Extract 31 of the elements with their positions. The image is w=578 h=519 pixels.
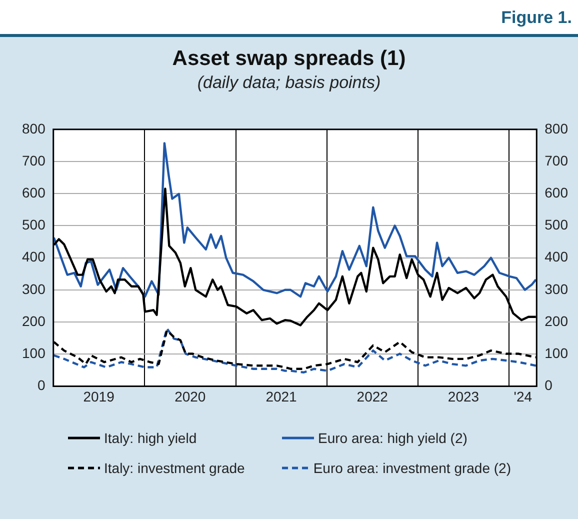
y-tick-label: 0 (38, 377, 46, 394)
x-tick-label: 2020 (174, 388, 206, 404)
y2-tick-label: 300 (544, 280, 568, 297)
x-tick-label: 2019 (83, 388, 115, 404)
y2-tick-label: 400 (544, 248, 568, 265)
legend-label: Euro area: investment grade (2) (313, 460, 511, 476)
y2-tick-label: 600 (544, 184, 568, 200)
y-tick-label: 100 (22, 344, 46, 361)
y-tick-label: 600 (22, 184, 46, 200)
x-tick-label: 2022 (356, 388, 388, 404)
x-tick-label: 2021 (266, 388, 298, 404)
y2-tick-label: 0 (544, 377, 553, 394)
legend-label: Euro area: high yield (2) (318, 430, 468, 446)
x-tick-label: 2023 (448, 388, 480, 404)
y-tick-label: 200 (22, 312, 46, 329)
y2-tick-label: 700 (544, 152, 568, 168)
y-tick-label: 700 (22, 152, 46, 168)
y2-tick-label: 500 (544, 216, 568, 233)
x-tick-label: '24 (514, 388, 532, 404)
y2-tick-label: 100 (544, 344, 568, 361)
y-tick-label: 500 (22, 216, 46, 233)
legend-label: Italy: investment grade (104, 460, 245, 476)
chart-subtitle: (daily data; basis points) (196, 73, 382, 93)
y-tick-label: 800 (22, 120, 46, 136)
caption: Figure 1. (501, 8, 572, 28)
chart-title: Asset swap spreads (1) (171, 47, 407, 71)
y2-tick-label: 800 (544, 120, 568, 136)
y-tick-label: 400 (22, 248, 46, 265)
legend-label: Italy: high yield (104, 430, 197, 446)
y2-tick-label: 200 (544, 312, 568, 329)
y-tick-label: 300 (22, 280, 46, 297)
